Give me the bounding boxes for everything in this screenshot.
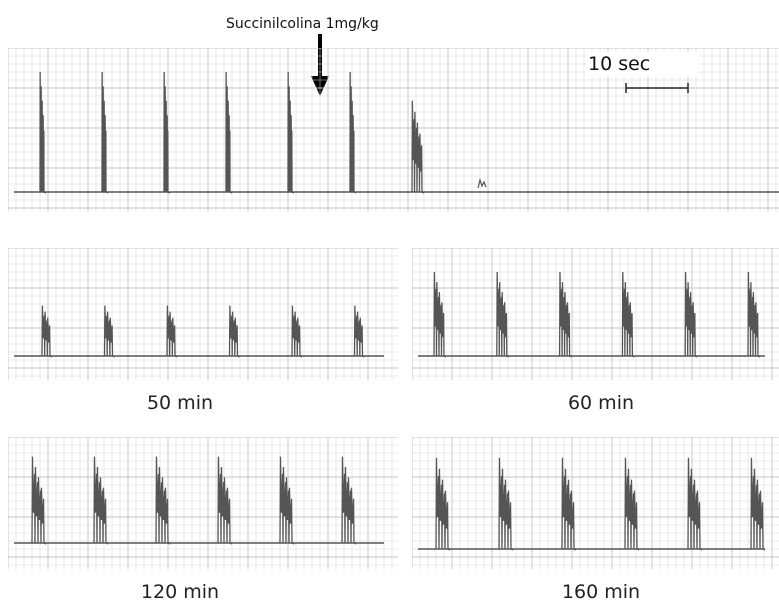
burst-4	[225, 71, 233, 194]
chart-grid	[8, 248, 398, 380]
trace-panel-60-min	[412, 248, 779, 380]
burst-3	[166, 305, 178, 358]
burst-decaying	[411, 100, 425, 194]
burst-3	[155, 456, 171, 545]
burst-3	[558, 271, 572, 358]
burst-5	[291, 305, 303, 358]
trace-panel-120-min	[8, 437, 398, 569]
residual-twitch	[477, 177, 487, 189]
trace-svg	[8, 248, 398, 380]
burst-3	[561, 457, 577, 551]
burst-4	[621, 271, 635, 358]
caption-120-min: 120 min	[140, 581, 220, 603]
burst-1	[435, 457, 451, 551]
burst-2	[498, 457, 514, 551]
burst-1	[433, 271, 447, 358]
drug-annotation: Succinilcolina 1mg/kg	[226, 16, 379, 32]
burst-4	[624, 457, 640, 551]
burst-1	[41, 305, 53, 358]
burst-6	[341, 456, 357, 545]
burst-5	[287, 71, 295, 194]
burst-4	[217, 456, 233, 545]
burst-2	[496, 271, 510, 358]
scale-bar-label: 10 sec	[586, 52, 699, 77]
burst-5	[684, 271, 698, 358]
burst-5	[279, 456, 295, 545]
burst-5	[687, 457, 703, 551]
scale-bar	[625, 83, 689, 93]
burst-2	[93, 456, 109, 545]
burst-1	[39, 71, 47, 194]
trace-panel-50-min	[8, 248, 398, 380]
caption-60-min: 60 min	[567, 392, 635, 414]
burst-6	[750, 457, 766, 551]
trace-panel-160-min	[412, 437, 779, 569]
burst-2	[101, 71, 109, 194]
burst-6	[747, 271, 761, 358]
burst-6	[353, 305, 365, 358]
trace-panel-baseline	[8, 48, 779, 212]
chart-grid	[8, 437, 398, 569]
burst-1	[31, 456, 47, 545]
burst-6	[349, 71, 357, 194]
burst-4	[228, 305, 240, 358]
trace-svg	[412, 437, 779, 569]
burst-3	[163, 71, 171, 194]
caption-50-min: 50 min	[146, 392, 214, 414]
trace-svg	[412, 248, 779, 380]
chart-grid	[412, 248, 779, 380]
trace-svg	[8, 48, 779, 212]
trace-svg	[8, 437, 398, 569]
caption-160-min: 160 min	[561, 581, 641, 603]
burst-2	[103, 305, 115, 358]
